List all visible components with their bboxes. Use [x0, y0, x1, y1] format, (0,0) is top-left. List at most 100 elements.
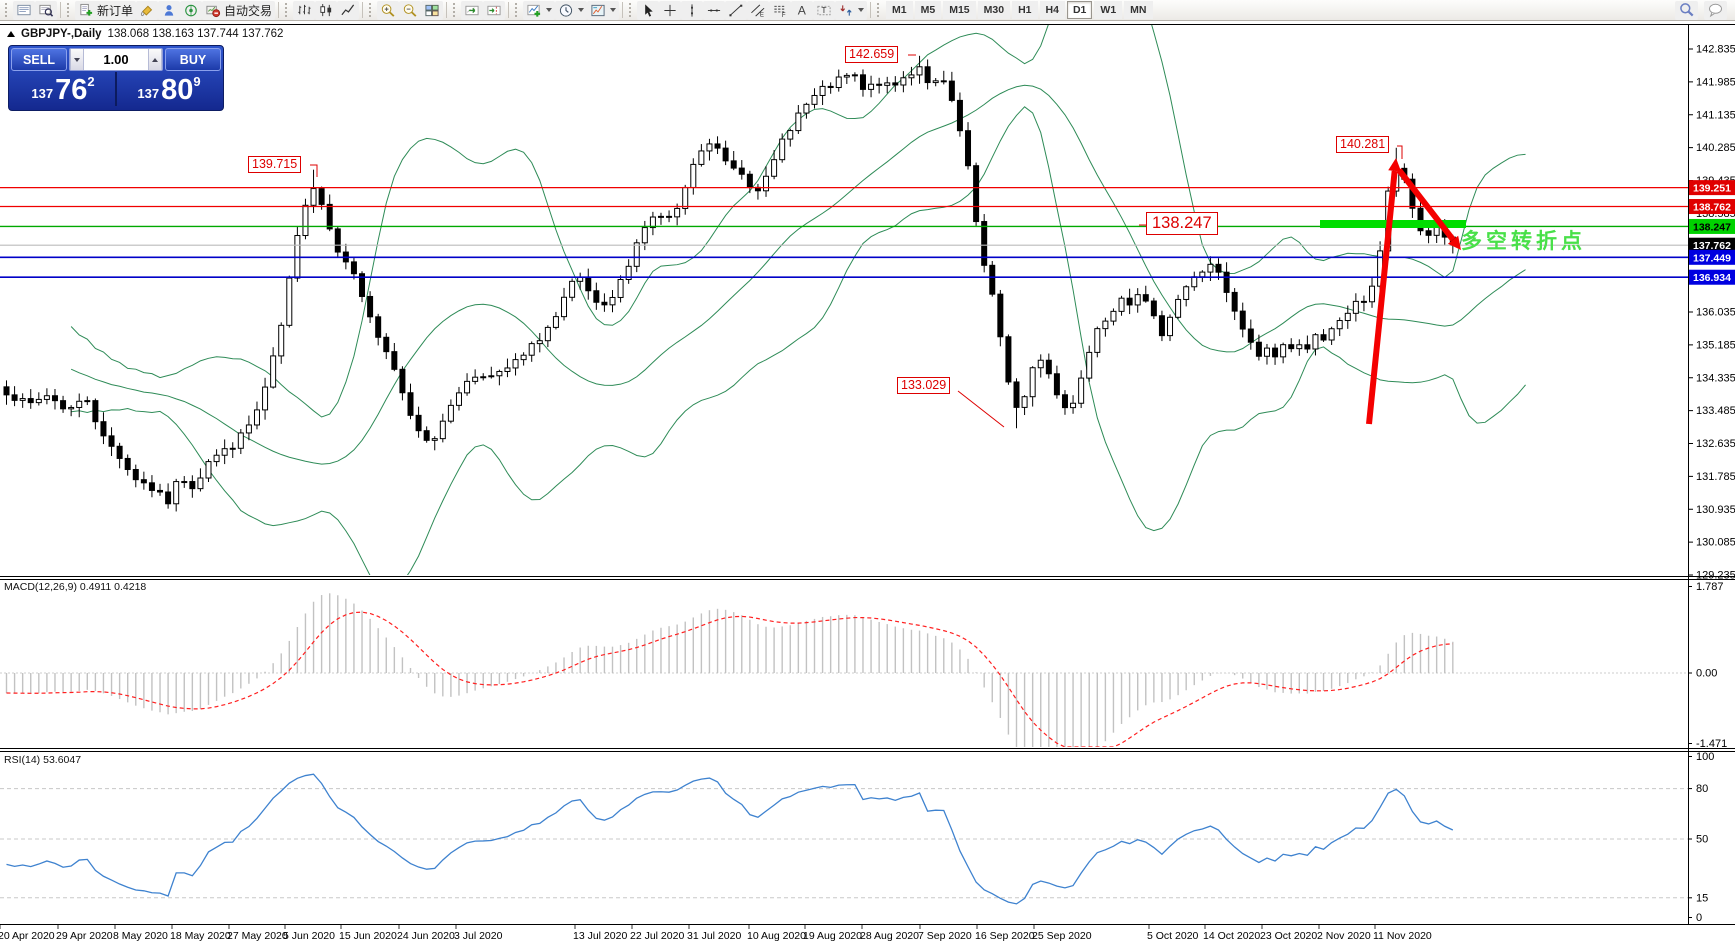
swing-price-label-140-281[interactable]: 140.281	[1336, 136, 1390, 153]
sell-button[interactable]: SELL	[11, 48, 67, 71]
toolbar-grip[interactable]	[877, 3, 881, 17]
toolbar-new-order-button[interactable]: 新订单	[75, 0, 137, 20]
periods-dropdown-icon[interactable]	[578, 8, 585, 12]
horizontal-lines[interactable]	[0, 187, 1688, 279]
candle	[795, 112, 802, 132]
candle	[779, 138, 786, 161]
toolbar-auto-scroll-button[interactable]	[461, 0, 484, 20]
chat-icon	[1709, 3, 1722, 18]
candle	[278, 324, 285, 357]
candle	[43, 395, 50, 400]
toolbar-line-chart-button[interactable]	[337, 0, 360, 20]
toolbar-crosshair-button[interactable]	[659, 0, 682, 20]
date-axis[interactable]: 20 Apr 2020 29 Apr 2020 8 May 2020 18 May 2…	[0, 925, 1432, 942]
toolbar-trendline-button[interactable]	[725, 0, 748, 20]
toolbar-text-button[interactable]: A	[791, 0, 814, 20]
swing-price-label-133-029[interactable]: 133.029	[897, 377, 951, 394]
toolbar-chart-shift-button[interactable]	[483, 0, 506, 20]
sell-price[interactable]: 137 76 2	[11, 72, 117, 106]
toolbar-periods-button[interactable]	[555, 0, 588, 20]
toolbar-data-window-button[interactable]	[35, 0, 57, 20]
volume-input[interactable]	[84, 49, 148, 70]
price-axis[interactable]: 142.835141.985141.135140.285139.435138.5…	[1688, 44, 1735, 582]
toolbar-styles-button[interactable]	[136, 0, 159, 20]
rsi-axis[interactable]: 100 80 50 15 0	[1688, 751, 1714, 924]
toolbar-zoom-out-button[interactable]	[399, 0, 422, 20]
candle	[1045, 359, 1052, 375]
timeframe-d1-button[interactable]: D1	[1066, 1, 1093, 19]
toolbar-vertical-line-button[interactable]	[681, 0, 704, 20]
macd-axis[interactable]: 1.787 0.00 -1.471	[1688, 581, 1727, 750]
swing-price-label-142-659[interactable]: 142.659	[845, 46, 899, 63]
volume-increase-button[interactable]	[148, 49, 162, 70]
toolbar-grip[interactable]	[369, 3, 373, 17]
toolbar-fibonacci-button[interactable]: F	[769, 0, 792, 20]
rsi-axis-label: 100	[1696, 751, 1714, 763]
timeframe-m30-button[interactable]: M30	[977, 1, 1011, 19]
toolbar-tile-windows-button[interactable]	[421, 0, 444, 20]
timeframe-h1-button[interactable]: H1	[1012, 1, 1038, 19]
toolbar-grip[interactable]	[515, 3, 519, 17]
chart-annotations[interactable]	[310, 54, 1466, 428]
toolbar-signals-button[interactable]	[180, 0, 203, 20]
toolbar-grip[interactable]	[285, 3, 289, 17]
candle	[1312, 334, 1319, 350]
toolbar-grip[interactable]	[5, 3, 9, 17]
toolbar-grip[interactable]	[453, 3, 457, 17]
toolbar-indicators-button[interactable]	[523, 0, 556, 20]
toolbar-grip[interactable]	[629, 3, 633, 17]
candle	[407, 392, 414, 416]
candle	[1263, 347, 1270, 357]
candle	[625, 265, 632, 281]
swing-price-label-138-247[interactable]: 138.247	[1146, 212, 1218, 235]
date-label: 16 Sep 2020	[975, 930, 1035, 942]
candle	[601, 301, 608, 306]
collapse-panel-icon[interactable]	[7, 31, 15, 37]
buy-price[interactable]: 137 80 9	[117, 72, 221, 106]
timeframe-m5-button[interactable]: M5	[914, 1, 942, 19]
toolbar-chat-button[interactable]	[1704, 0, 1727, 20]
candle	[84, 400, 91, 403]
volume-decrease-button[interactable]	[70, 49, 84, 70]
timeframe-w1-button[interactable]: W1	[1094, 1, 1123, 19]
timeframe-mn-button[interactable]: MN	[1124, 1, 1153, 19]
toolbar-text-label-button[interactable]: T	[813, 0, 836, 20]
toolbar-templates-button[interactable]	[587, 0, 620, 20]
toolbar-grip[interactable]	[67, 3, 71, 17]
toolbar-candlestick-chart-button[interactable]	[315, 0, 338, 20]
line-chart-icon	[340, 3, 356, 18]
candle	[649, 216, 656, 229]
toolbar-cursor-button[interactable]	[637, 0, 660, 20]
price-tick-label: 142.835	[1696, 44, 1735, 56]
templates-dropdown-icon[interactable]	[610, 8, 617, 12]
candle	[447, 404, 454, 422]
candle	[609, 296, 616, 306]
up-arrow-annotation	[1366, 170, 1398, 425]
price-tick-label: 135.185	[1696, 339, 1735, 351]
macd-indicator-label: MACD(12,26,9) 0.4911 0.4218	[4, 581, 146, 593]
toolbar-search-button[interactable]	[1675, 0, 1698, 20]
toolbar-community-button[interactable]	[158, 0, 181, 20]
candle	[1223, 271, 1230, 293]
toolbar-equidistant-channel-button[interactable]: E	[747, 0, 770, 20]
toolbar-arrows-button[interactable]	[835, 0, 868, 20]
arrows-dropdown-icon[interactable]	[858, 8, 865, 12]
toolbar-horizontal-line-button[interactable]	[703, 0, 726, 20]
buy-button[interactable]: BUY	[165, 48, 221, 71]
toolbar-zoom-in-button[interactable]	[377, 0, 400, 20]
candle	[270, 355, 277, 388]
toolbar-autotrading-button[interactable]: 自动交易	[202, 0, 276, 20]
toolbar-market-panel-button[interactable]	[13, 0, 35, 20]
price-tag-value: 136.934	[1693, 272, 1731, 284]
timeframe-h4-button[interactable]: H4	[1039, 1, 1065, 19]
candle	[229, 447, 236, 450]
timeframe-m15-button[interactable]: M15	[943, 1, 976, 19]
candle	[520, 354, 527, 361]
timeframe-m1-button[interactable]: M1	[886, 1, 913, 19]
toolbar-bars-chart-button[interactable]	[293, 0, 316, 20]
indicators-dropdown-icon[interactable]	[546, 8, 553, 12]
candle	[633, 242, 640, 267]
swing-price-label-139-715[interactable]: 139.715	[248, 156, 302, 173]
candle	[1272, 347, 1279, 358]
turning-point-annotation[interactable]: 多空转折点	[1461, 230, 1586, 253]
